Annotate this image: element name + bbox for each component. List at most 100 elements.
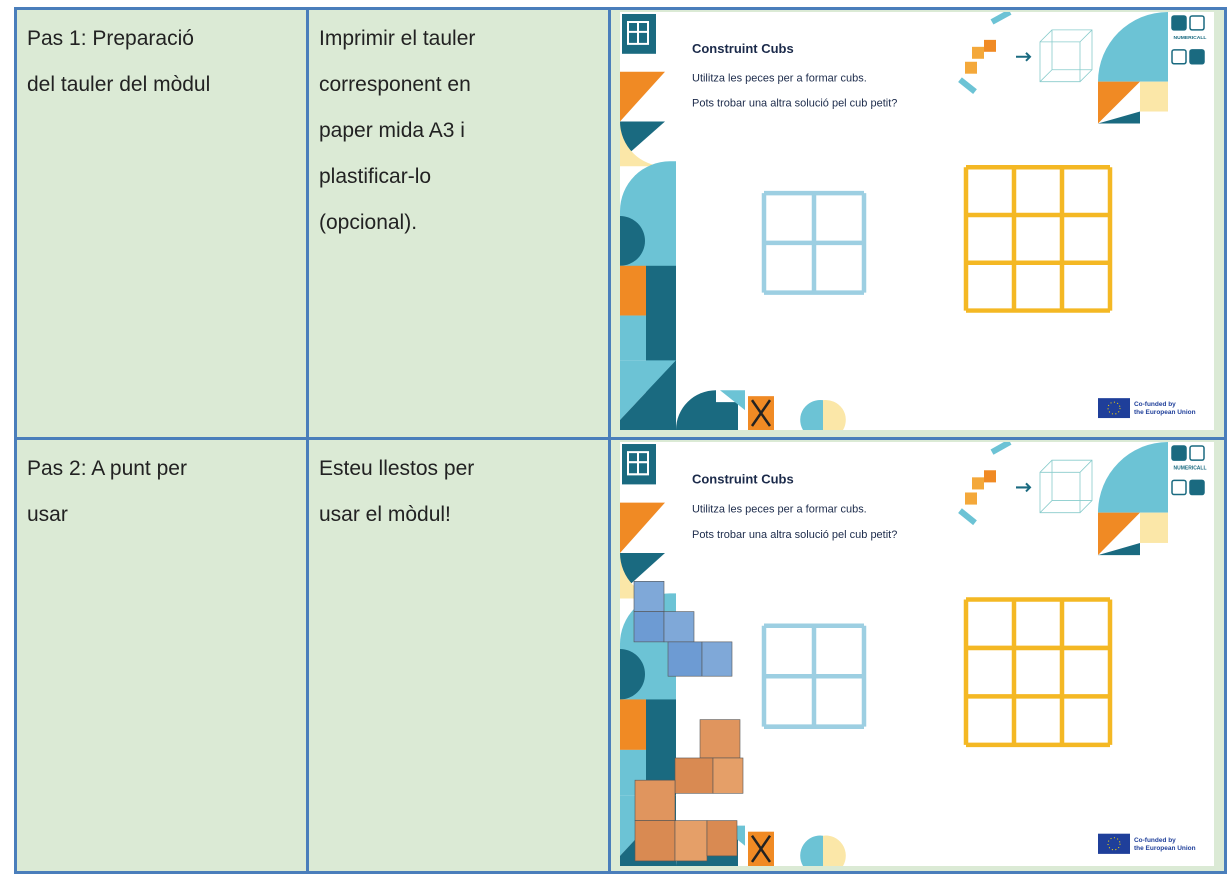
deco xyxy=(627,20,649,45)
deco xyxy=(823,399,846,430)
logo-tile xyxy=(1171,479,1187,496)
eu-flag xyxy=(1098,833,1130,854)
deco xyxy=(620,553,665,594)
deco xyxy=(620,360,676,430)
deco xyxy=(620,648,645,700)
deco xyxy=(1016,52,1032,62)
board-cell: NUMERICALL Construint Cubs Utilitza les pe… xyxy=(608,7,1227,440)
board-instruction: Pots trobar una altra solució pel cub pe… xyxy=(692,529,897,541)
deco xyxy=(984,39,996,52)
deco xyxy=(1098,542,1140,556)
funding-text: Co-funded by xyxy=(1134,837,1176,844)
deco xyxy=(1098,12,1168,82)
funding-text: the European Union xyxy=(1134,409,1196,416)
deco xyxy=(1016,482,1032,493)
board-instruction: Utilitza les peces per a formar cubs. xyxy=(692,73,867,85)
logo-tile xyxy=(1171,15,1187,31)
steps-table: Pas 1: Preparació del tauler del mòdul Imp… xyxy=(14,7,1227,874)
eu-stars xyxy=(1107,401,1121,415)
deco xyxy=(984,470,996,483)
deco xyxy=(800,835,823,866)
board-image: NUMERICALL Construint Cubs Utilitza les pe… xyxy=(620,442,1214,866)
deco xyxy=(716,402,738,430)
cube-piece xyxy=(699,719,741,759)
deco xyxy=(1140,81,1168,112)
text-line: paper mida A3 i xyxy=(319,119,465,142)
cube-piece xyxy=(634,779,676,821)
cube-piece xyxy=(667,641,703,677)
logo-tile xyxy=(1189,479,1205,496)
text-line: usar el mòdul! xyxy=(319,503,451,526)
text-line: corresponent en xyxy=(319,73,471,96)
deco xyxy=(627,451,649,476)
text-line: usar xyxy=(27,503,68,526)
deco xyxy=(620,265,646,316)
deco xyxy=(972,477,984,490)
deco xyxy=(965,61,977,74)
action-cell: Imprimir el tauler corresponent en paper m… xyxy=(306,7,611,440)
deco xyxy=(620,216,645,266)
deco xyxy=(620,553,665,599)
board-instruction: Pots trobar una altra solució pel cub pe… xyxy=(692,98,897,110)
deco xyxy=(972,46,984,59)
action-text: Esteu llestos per usar el mòdul! xyxy=(309,440,608,544)
deco xyxy=(620,71,665,122)
text-line: plastificar-lo xyxy=(319,165,432,188)
text-line: Esteu llestos per xyxy=(319,457,475,480)
brand: NUMERICALL xyxy=(1174,35,1207,41)
table-row: Pas 1: Preparació del tauler del mòdul Imp… xyxy=(14,7,1227,440)
eu-flag xyxy=(1098,398,1130,419)
brand: NUMERICALL xyxy=(1174,465,1207,471)
action-cell: Esteu llestos per usar el mòdul! xyxy=(306,437,611,874)
cube-piece xyxy=(633,581,665,612)
board-image: NUMERICALL Construint Cubs Utilitza les pe… xyxy=(620,12,1214,430)
deco xyxy=(750,399,772,427)
cube-piece xyxy=(634,820,676,862)
deco xyxy=(958,442,1012,526)
deco xyxy=(676,390,716,430)
text-line: Imprimir el tauler xyxy=(319,27,476,50)
deco xyxy=(800,399,823,430)
step-text: Pas 2: A punt per usar xyxy=(17,440,306,544)
deco xyxy=(1039,29,1093,83)
cube-piece xyxy=(701,641,733,677)
action-text: Imprimir el tauler corresponent en paper m… xyxy=(309,10,608,252)
step-cell: Pas 1: Preparació del tauler del mòdul xyxy=(14,7,309,440)
logo-tile xyxy=(1171,49,1187,65)
deco xyxy=(1140,512,1168,543)
funding-text: the European Union xyxy=(1134,845,1196,852)
text-line: Pas 1: Preparació xyxy=(27,27,194,50)
deco xyxy=(620,795,676,856)
deco xyxy=(965,492,977,505)
logo-tile xyxy=(1171,445,1187,461)
deco xyxy=(620,699,646,750)
deco xyxy=(1098,111,1140,124)
deco xyxy=(750,834,772,863)
deco xyxy=(1098,81,1140,124)
step-cell: Pas 2: A punt per usar xyxy=(14,437,309,874)
cube-piece xyxy=(712,757,744,794)
cube-piece xyxy=(706,820,738,857)
deco xyxy=(1039,459,1093,514)
text-line: (opcional). xyxy=(319,211,418,234)
logo-tile xyxy=(1189,49,1205,65)
text-line: del tauler del mòdul xyxy=(27,73,211,96)
board-cell: NUMERICALL Construint Cubs Utilitza les pe… xyxy=(608,437,1227,874)
cube-piece xyxy=(674,757,714,794)
cube-piece xyxy=(663,611,695,643)
board-instruction: Utilitza les peces per a formar cubs. xyxy=(692,504,867,516)
logo-tile xyxy=(1189,15,1205,31)
table-row: Pas 2: A punt per usar Esteu llestos per us… xyxy=(14,437,1227,874)
deco xyxy=(958,12,1012,94)
eu-stars xyxy=(1107,837,1121,851)
deco xyxy=(620,315,646,361)
deco xyxy=(1098,442,1168,513)
board-title: Construint Cubs xyxy=(692,41,794,56)
board-title: Construint Cubs xyxy=(692,471,794,486)
funding-text: Co-funded by xyxy=(1134,401,1176,408)
text-line: Pas 2: A punt per xyxy=(27,457,187,480)
deco xyxy=(823,835,846,866)
step-text: Pas 1: Preparació del tauler del mòdul xyxy=(17,10,306,114)
logo-tile xyxy=(1189,445,1205,461)
